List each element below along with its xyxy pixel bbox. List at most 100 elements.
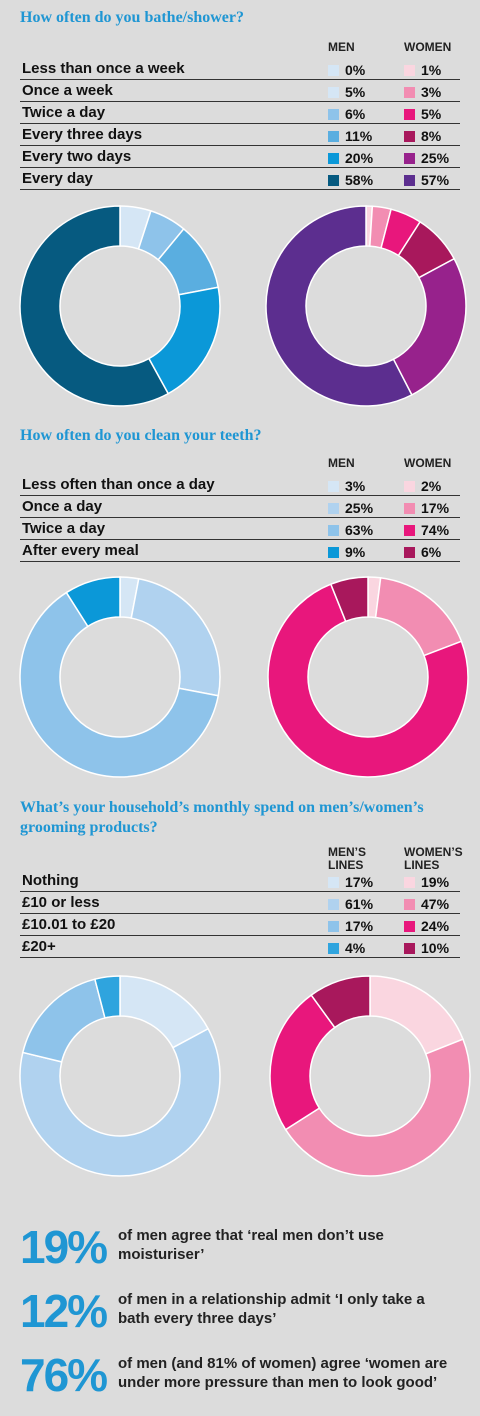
women-percent: 8% <box>421 128 442 144</box>
women-percent: 57% <box>421 172 450 188</box>
women-swatch <box>404 174 415 186</box>
women-percent: 19% <box>421 874 450 890</box>
donut-slice <box>310 975 371 1029</box>
women-swatch <box>404 502 415 514</box>
row-label: £10.01 to £20 <box>22 916 116 933</box>
header-women: WOMEN’S LINES <box>404 845 463 872</box>
row-label: Less often than once a day <box>22 476 215 493</box>
men-cell: 4% <box>328 940 365 956</box>
table-row: Once a week 5% 3% <box>20 80 460 102</box>
men-cell: 3% <box>328 478 365 494</box>
women-cell: 25% <box>404 150 449 166</box>
donut-women <box>267 576 469 778</box>
donut-women <box>265 205 467 407</box>
donut-slice <box>392 257 467 396</box>
women-cell: 8% <box>404 128 441 144</box>
row-label: £10 or less <box>22 894 100 911</box>
men-cell: 17% <box>328 918 373 934</box>
men-swatch <box>328 174 339 186</box>
men-swatch <box>328 64 339 76</box>
men-swatch <box>328 502 339 514</box>
men-cell: 5% <box>328 84 365 100</box>
men-swatch <box>328 942 339 954</box>
men-cell: 63% <box>328 522 373 538</box>
women-cell: 2% <box>404 478 441 494</box>
row-label: £20+ <box>22 938 56 955</box>
women-swatch <box>404 86 415 98</box>
donut-slice <box>267 583 469 778</box>
women-swatch <box>404 480 415 492</box>
section-grooming-spend: What’s your household’s monthly spend on… <box>19 796 471 1184</box>
section-bathe-shower: How often do you bathe/shower? MEN WOMEN… <box>19 6 467 414</box>
women-percent: 1% <box>421 62 442 78</box>
row-label: After every meal <box>22 542 139 559</box>
table-row: Every day 58% 57% <box>20 168 460 190</box>
men-cell: 0% <box>328 62 365 78</box>
row-label: Every three days <box>22 126 143 143</box>
stat-value: 19% <box>20 1221 108 1273</box>
men-swatch <box>328 86 339 98</box>
women-percent: 17% <box>421 500 450 516</box>
stat-text: of men in a relationship admit ‘I only t… <box>118 1291 425 1327</box>
men-cell: 20% <box>328 150 373 166</box>
women-cell: 74% <box>404 522 449 538</box>
men-swatch <box>328 920 339 932</box>
header-women: WOMEN <box>404 456 452 470</box>
women-percent: 6% <box>421 544 442 560</box>
women-cell: 47% <box>404 896 449 912</box>
donut-slice <box>374 576 463 657</box>
men-percent: 58% <box>345 172 374 188</box>
women-cell: 6% <box>404 544 441 560</box>
row-label: Less than once a week <box>22 60 185 77</box>
men-percent: 5% <box>345 84 366 100</box>
women-percent: 74% <box>421 522 450 538</box>
men-cell: 11% <box>328 128 372 144</box>
women-swatch <box>404 64 415 76</box>
donut-men <box>19 975 221 1177</box>
men-swatch <box>328 152 339 164</box>
men-swatch <box>328 130 339 142</box>
table-row: Less often than once a day 3% 2% <box>20 474 460 496</box>
header-women: WOMEN <box>404 40 452 54</box>
women-cell: 3% <box>404 84 441 100</box>
table-row: Less than once a week 0% 1% <box>20 58 460 80</box>
question-title: How often do you bathe/shower? <box>20 9 245 26</box>
men-swatch <box>328 898 339 910</box>
stat-pressure: 76% of men (and 81% of women) agree ‘wom… <box>20 1350 460 1410</box>
donut-slice <box>369 975 464 1055</box>
donut-slice <box>19 591 220 778</box>
women-swatch <box>404 524 415 536</box>
table-row: After every meal 9% 6% <box>20 540 460 562</box>
donut-slice <box>93 975 121 1019</box>
women-percent: 47% <box>421 896 450 912</box>
women-percent: 10% <box>421 940 450 956</box>
women-swatch <box>404 898 415 910</box>
table-row: £20+ 4% 10% <box>20 936 460 958</box>
women-cell: 17% <box>404 500 449 516</box>
donut-slice <box>19 1027 221 1177</box>
section-clean-teeth: How often do you clean your teeth? MEN W… <box>19 424 469 784</box>
women-swatch <box>404 876 415 888</box>
header-men: MEN <box>328 456 355 470</box>
question-title: How often do you clean your teeth? <box>20 427 262 444</box>
women-cell: 57% <box>404 172 449 188</box>
donut-slice <box>65 576 121 628</box>
men-swatch <box>328 546 339 558</box>
men-cell: 58% <box>328 172 373 188</box>
table-row: Once a day 25% 17% <box>20 496 460 518</box>
men-swatch <box>328 524 339 536</box>
question-title: What’s your household’s monthly spend on… <box>20 799 424 836</box>
stat-text: of men agree that ‘real men don’t use mo… <box>118 1227 384 1263</box>
women-swatch <box>404 152 415 164</box>
men-percent: 3% <box>345 478 366 494</box>
donut-slice <box>130 577 221 697</box>
women-cell: 10% <box>404 940 449 956</box>
men-swatch <box>328 480 339 492</box>
row-label: Nothing <box>22 872 79 889</box>
men-cell: 61% <box>328 896 373 912</box>
donut-slice <box>21 978 106 1063</box>
donut-slice <box>284 1038 471 1177</box>
women-swatch <box>404 108 415 120</box>
women-swatch <box>404 130 415 142</box>
men-percent: 17% <box>345 918 374 934</box>
